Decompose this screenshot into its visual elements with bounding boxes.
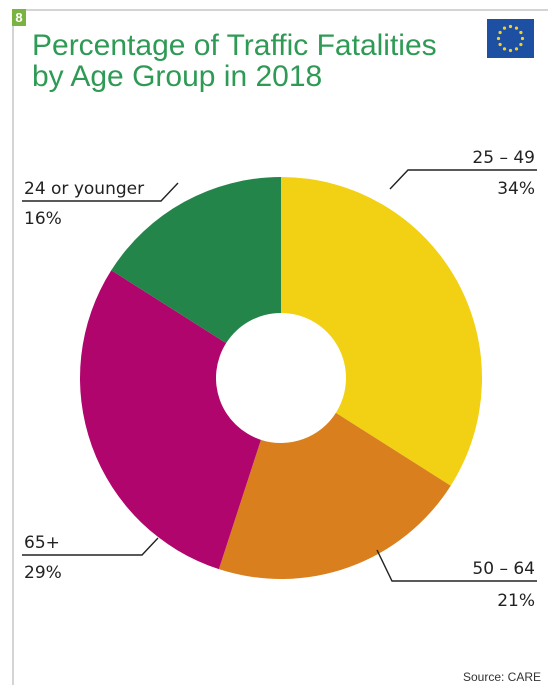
chart-title-line-2: by Age Group in 2018 [32, 60, 323, 93]
slice-label-50-64: 50 – 64 [472, 559, 535, 579]
leader-line-65-plus [22, 537, 159, 556]
slice-24-or-younger [111, 177, 281, 344]
flag-star [514, 26, 519, 30]
figure-number-badge: 8 [12, 9, 26, 26]
leader-line-24-or-younger [22, 182, 179, 202]
slice-25-49 [281, 177, 482, 486]
flag-star [498, 42, 502, 47]
slice-50-64 [218, 412, 451, 579]
flag-star [519, 42, 523, 47]
chart-title: Percentage of Traffic Fatalities by Age … [32, 30, 437, 92]
eu-flag-icon [487, 19, 534, 58]
slice-65-plus [79, 270, 261, 570]
slice-value-25-49: 34% [497, 179, 535, 199]
flag-star [520, 36, 525, 41]
flag-star [502, 47, 507, 51]
flag-star [502, 26, 507, 30]
flag-star [508, 24, 513, 29]
leader-line-25-49 [389, 169, 537, 190]
slice-value-24-or-younger: 16% [24, 209, 62, 229]
flag-star [514, 47, 519, 51]
figure-frame [12, 9, 548, 685]
slice-label-65-plus: 65+ [24, 533, 60, 553]
flag-star [498, 30, 502, 35]
leader-line-50-64 [376, 549, 537, 582]
slice-value-65-plus: 29% [24, 563, 62, 583]
flag-star [508, 48, 513, 53]
slice-value-50-64: 21% [497, 591, 535, 611]
flag-star [496, 36, 501, 41]
flag-star [519, 30, 523, 35]
source-note: Source: CARE [462, 670, 541, 684]
chart-title-line-1: Percentage of Traffic Fatalities [32, 29, 437, 62]
slice-label-25-49: 25 – 49 [472, 148, 535, 168]
slice-label-24-or-younger: 24 or younger [24, 179, 144, 199]
